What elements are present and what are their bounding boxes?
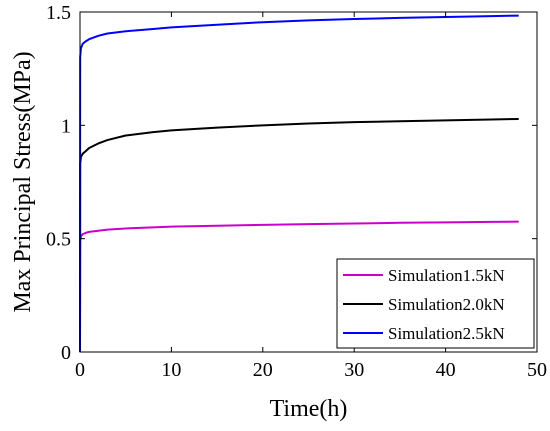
series-line-1 xyxy=(79,220,519,353)
x-tick-label: 50 xyxy=(527,359,547,381)
y-tick-label: 0.5 xyxy=(46,229,71,251)
y-axis-label: Max Principal Stress(MPa) xyxy=(10,51,36,312)
x-tick-label: 0 xyxy=(75,359,85,381)
x-tick-label: 40 xyxy=(436,359,456,381)
series-line-3 xyxy=(79,14,519,353)
series-line-2 xyxy=(79,117,519,353)
y-tick-label: 0 xyxy=(61,342,71,364)
ticks-layer: 0 10 20 30 40 50 0 0.5 1 1.5 xyxy=(46,2,547,381)
y-tick-label: 1 xyxy=(61,115,71,137)
y-tick-label: 1.5 xyxy=(46,2,71,24)
x-tick-label: 10 xyxy=(161,359,181,381)
x-tick-label: 30 xyxy=(344,359,364,381)
x-axis-label: Time(h) xyxy=(270,396,348,422)
x-tick-label: 20 xyxy=(253,359,273,381)
series-layer xyxy=(79,14,519,353)
plot-frame xyxy=(79,11,538,353)
legend-label: Simulation2.5kN xyxy=(388,324,505,343)
legend: Simulation1.5kN Simulation2.0kN Simulation… xyxy=(336,258,535,349)
legend-label: Simulation1.5kN xyxy=(388,266,505,285)
legend-label: Simulation2.0kN xyxy=(388,295,505,314)
